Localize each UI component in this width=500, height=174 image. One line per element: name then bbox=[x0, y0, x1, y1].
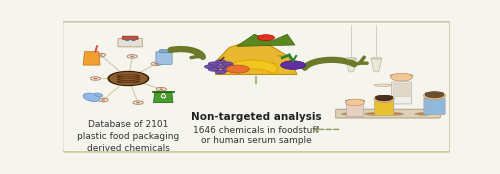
Ellipse shape bbox=[390, 113, 402, 114]
Bar bbox=[152, 90, 174, 92]
Text: or human serum sample: or human serum sample bbox=[201, 136, 312, 145]
Ellipse shape bbox=[371, 58, 382, 59]
Circle shape bbox=[133, 101, 143, 104]
Circle shape bbox=[215, 60, 226, 64]
Text: Non-targeted analysis: Non-targeted analysis bbox=[191, 112, 322, 122]
Ellipse shape bbox=[108, 72, 148, 85]
Circle shape bbox=[215, 65, 226, 69]
Text: ♻: ♻ bbox=[160, 92, 166, 101]
Circle shape bbox=[375, 95, 393, 101]
Ellipse shape bbox=[346, 99, 365, 103]
Text: derived chemicals: derived chemicals bbox=[87, 144, 170, 153]
Ellipse shape bbox=[374, 84, 392, 86]
Ellipse shape bbox=[390, 73, 413, 78]
Circle shape bbox=[208, 62, 219, 66]
Text: Database of 2101: Database of 2101 bbox=[88, 120, 168, 129]
Text: 1646 chemicals in foodstuff: 1646 chemicals in foodstuff bbox=[194, 126, 319, 135]
Circle shape bbox=[204, 65, 215, 69]
Circle shape bbox=[127, 55, 138, 58]
Circle shape bbox=[156, 88, 166, 91]
Circle shape bbox=[131, 39, 136, 41]
Ellipse shape bbox=[375, 95, 393, 98]
Circle shape bbox=[390, 73, 412, 81]
FancyBboxPatch shape bbox=[118, 38, 142, 47]
Circle shape bbox=[346, 99, 364, 106]
Circle shape bbox=[125, 39, 130, 41]
Circle shape bbox=[215, 70, 226, 74]
Circle shape bbox=[280, 61, 305, 69]
Circle shape bbox=[226, 65, 250, 73]
Circle shape bbox=[226, 65, 237, 69]
Circle shape bbox=[159, 88, 164, 90]
Ellipse shape bbox=[366, 113, 378, 114]
Ellipse shape bbox=[388, 113, 404, 115]
Polygon shape bbox=[237, 34, 295, 46]
Circle shape bbox=[93, 78, 98, 79]
Circle shape bbox=[237, 66, 244, 69]
Ellipse shape bbox=[117, 75, 140, 76]
Ellipse shape bbox=[110, 72, 148, 85]
Polygon shape bbox=[154, 92, 173, 103]
Polygon shape bbox=[83, 52, 100, 65]
Ellipse shape bbox=[117, 81, 140, 83]
Ellipse shape bbox=[417, 113, 428, 114]
Circle shape bbox=[101, 99, 105, 101]
Polygon shape bbox=[216, 41, 297, 74]
FancyBboxPatch shape bbox=[424, 98, 445, 115]
Circle shape bbox=[222, 62, 233, 66]
Circle shape bbox=[151, 62, 162, 65]
Ellipse shape bbox=[94, 93, 102, 97]
Ellipse shape bbox=[83, 93, 100, 101]
Ellipse shape bbox=[424, 92, 444, 95]
Circle shape bbox=[268, 62, 276, 65]
Circle shape bbox=[390, 73, 412, 81]
FancyBboxPatch shape bbox=[336, 109, 440, 118]
FancyBboxPatch shape bbox=[62, 22, 450, 152]
FancyBboxPatch shape bbox=[122, 36, 138, 39]
Circle shape bbox=[424, 92, 446, 99]
Ellipse shape bbox=[344, 113, 355, 114]
Circle shape bbox=[90, 77, 101, 80]
FancyBboxPatch shape bbox=[392, 82, 411, 104]
Bar bbox=[117, 75, 140, 82]
Circle shape bbox=[276, 55, 282, 57]
Circle shape bbox=[424, 92, 446, 99]
FancyBboxPatch shape bbox=[160, 50, 168, 53]
Ellipse shape bbox=[415, 113, 430, 115]
Ellipse shape bbox=[117, 77, 140, 78]
Circle shape bbox=[136, 102, 140, 103]
Text: plastic food packaging: plastic food packaging bbox=[77, 132, 180, 141]
Circle shape bbox=[374, 95, 394, 102]
Circle shape bbox=[424, 92, 444, 98]
Ellipse shape bbox=[346, 58, 356, 59]
Circle shape bbox=[244, 59, 254, 63]
Polygon shape bbox=[371, 58, 382, 72]
Circle shape bbox=[222, 68, 233, 71]
Circle shape bbox=[130, 56, 134, 57]
Circle shape bbox=[374, 95, 394, 102]
Ellipse shape bbox=[342, 113, 357, 115]
FancyBboxPatch shape bbox=[346, 103, 364, 117]
FancyBboxPatch shape bbox=[374, 101, 394, 115]
FancyBboxPatch shape bbox=[393, 83, 410, 96]
Ellipse shape bbox=[365, 113, 380, 115]
Circle shape bbox=[208, 68, 219, 71]
FancyBboxPatch shape bbox=[156, 52, 172, 64]
Ellipse shape bbox=[117, 79, 140, 80]
Circle shape bbox=[154, 63, 158, 65]
Circle shape bbox=[346, 99, 364, 106]
Circle shape bbox=[96, 53, 106, 57]
Circle shape bbox=[346, 99, 364, 106]
Circle shape bbox=[98, 98, 108, 102]
Polygon shape bbox=[346, 58, 356, 72]
Circle shape bbox=[258, 35, 274, 41]
Circle shape bbox=[98, 54, 103, 56]
Circle shape bbox=[390, 73, 412, 81]
